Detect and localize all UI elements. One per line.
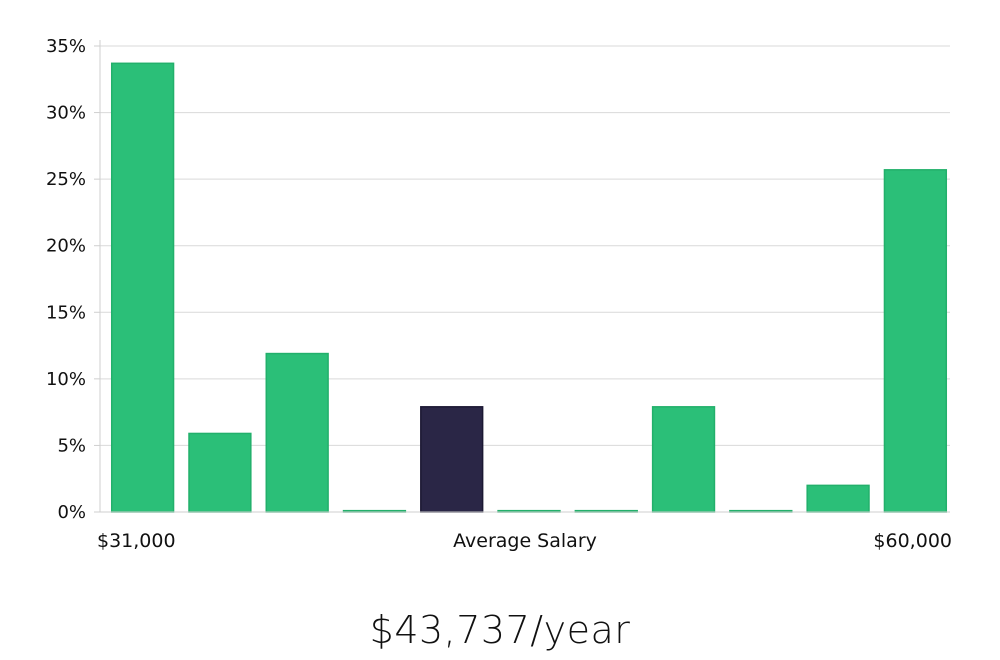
bars — [110, 62, 948, 513]
x-axis-max-label: $60,000 — [873, 530, 952, 552]
average-salary-value: $43,737/year — [369, 608, 631, 652]
y-tick-label: 20% — [46, 236, 86, 257]
bar — [883, 169, 948, 513]
y-axis-ticks: 0% 5% 10% 15% 20% 25% 30% 35% — [46, 36, 100, 523]
bar — [806, 484, 870, 513]
x-axis-min-label: $31,000 — [97, 530, 176, 552]
y-tick-label: 15% — [46, 302, 86, 323]
y-tick-label: 35% — [46, 36, 86, 57]
y-tick-label: 5% — [57, 435, 86, 456]
y-tick-label: 30% — [46, 103, 86, 124]
y-tick-label: 10% — [46, 369, 86, 390]
bar — [265, 352, 329, 513]
y-tick-label: 25% — [46, 169, 86, 190]
grid-lines — [100, 45, 950, 446]
bar — [188, 432, 252, 513]
bar-highlighted — [420, 406, 484, 513]
bar — [651, 406, 716, 513]
bar — [110, 62, 175, 513]
x-axis-title: Average Salary — [453, 530, 597, 552]
y-tick-label: 0% — [57, 502, 86, 523]
salary-histogram-chart: 0% 5% 10% 15% 20% 25% 30% 35% $31,000 Average S… — [46, 36, 952, 552]
